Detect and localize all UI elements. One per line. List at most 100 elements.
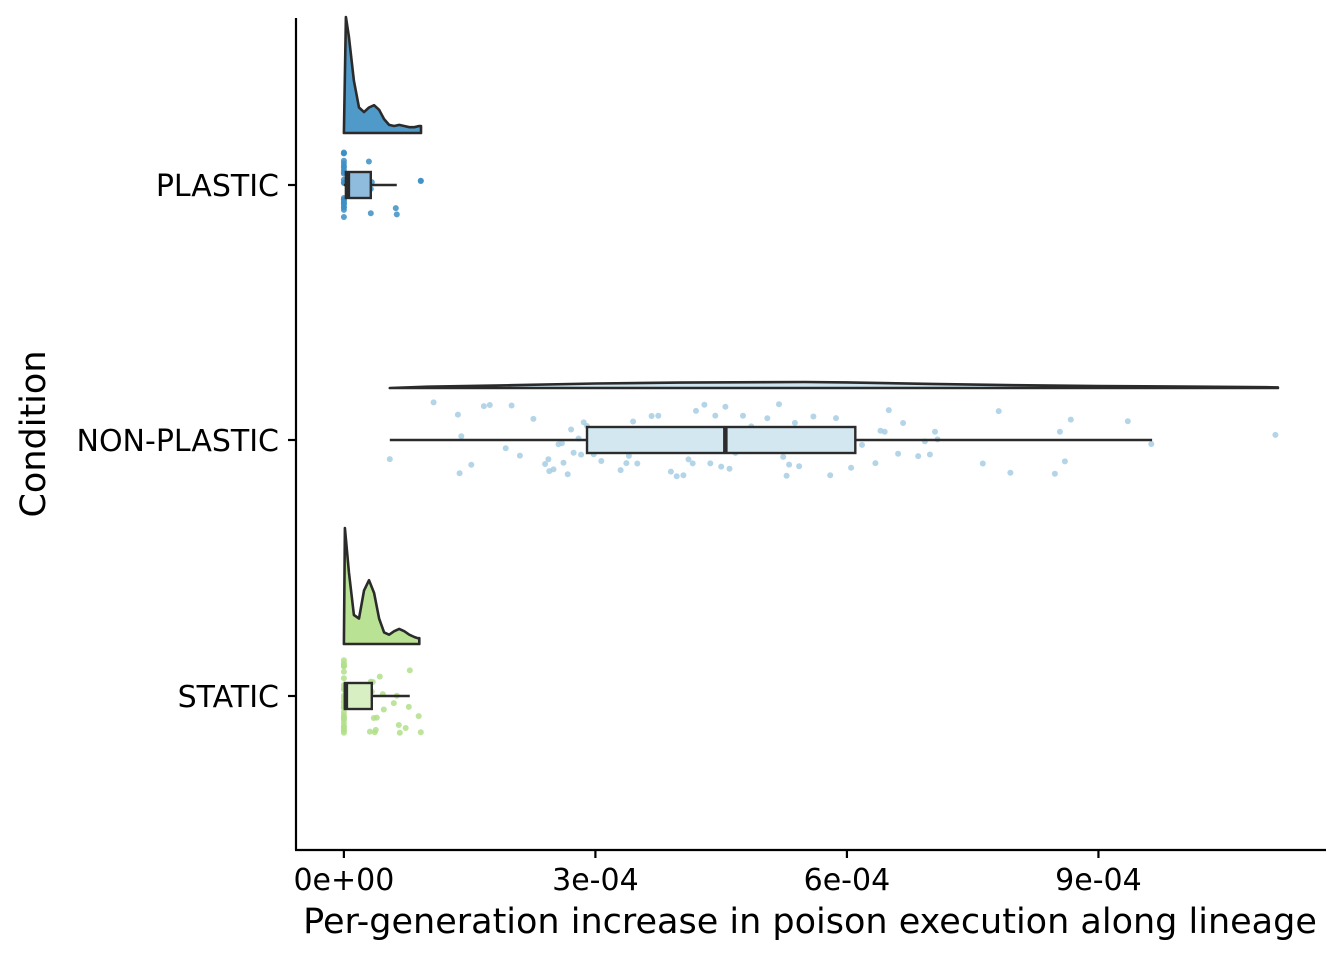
data-point [848,464,855,471]
data-point [340,206,347,213]
data-point [558,440,565,447]
data-point [568,426,575,433]
data-point [564,471,571,478]
data-point [712,412,719,419]
data-point [458,433,465,440]
data-point [340,729,347,736]
data-point [1051,470,1058,477]
data-point [486,402,493,408]
data-point [926,451,933,458]
data-point [340,716,347,723]
data-point [1067,416,1074,423]
data-point [545,456,552,463]
data-point [667,468,674,475]
data-point [373,714,380,721]
data-point [393,211,400,218]
data-point [340,663,347,670]
data-point [1124,418,1131,425]
data-point [1061,458,1068,465]
data-point [340,657,347,664]
data-point [340,675,347,682]
data-point [340,214,347,220]
data-point [366,728,373,735]
data-point [340,150,347,157]
data-point [701,401,708,408]
series-plastic [340,15,424,220]
data-point [995,408,1002,415]
data-point [516,452,523,459]
x-axis-title: Per-generation increase in poison execut… [303,902,1317,942]
data-point [776,401,782,408]
data-point [340,724,347,731]
data-point [454,411,461,418]
data-point [1007,469,1014,476]
x-tick-label: 0e+00 [293,863,394,898]
data-point [405,703,412,710]
data-point [881,428,888,435]
box-static [343,681,373,711]
data-point [430,399,437,406]
data-point [417,177,424,184]
data-point [900,420,907,426]
data-point [392,205,399,212]
data-point [340,164,347,171]
data-point [340,712,347,719]
y-tick-label: STATIC [178,680,279,715]
y-tick-label: PLASTIC [156,169,279,204]
data-point [376,673,383,680]
data-point [390,700,397,707]
data-point [726,465,733,472]
data-point [872,460,879,467]
data-point [783,472,790,479]
data-point [885,407,892,414]
data-point [915,453,922,460]
data-point [340,668,347,675]
y-axis-title: Condition [14,350,54,517]
data-point [791,419,798,426]
data-point [396,729,403,736]
data-point [685,456,692,463]
data-point [693,407,699,414]
data-point [340,157,347,164]
data-point [623,460,630,467]
density-plastic [342,15,423,135]
data-point [1148,441,1155,447]
data-point [1272,431,1279,438]
data-point [372,726,379,733]
data-point [689,460,696,467]
data-point [827,472,834,479]
data-point [502,445,509,452]
data-point [468,461,475,468]
data-point [542,461,549,467]
x-tick-label: 6e-04 [804,863,891,898]
data-point [530,415,537,422]
data-point [617,467,624,474]
data-point [786,461,793,468]
series-non-plastic [386,380,1280,480]
data-point [979,460,986,467]
data-point [707,460,714,467]
data-point [550,466,557,473]
data-point [386,456,393,463]
data-point [402,725,409,731]
data-point [395,722,402,728]
x-axis-ticks: 0e+00 3e-04 6e-04 9e-04 [293,850,1142,898]
data-point [630,418,637,425]
y-axis-ticks: PLASTIC NON-PLASTIC STATIC [77,169,296,715]
data-point [365,158,372,165]
data-point [625,452,632,459]
data-point [367,210,374,217]
data-point [859,441,865,448]
data-point [740,412,746,419]
data-point [415,713,422,720]
plot-area [340,15,1280,736]
x-tick-label: 9e-04 [1055,863,1142,898]
data-point [764,415,771,422]
data-point [895,450,902,457]
data-point [1056,428,1063,435]
data-point [508,402,515,409]
data-point [417,729,424,736]
data-point [722,403,729,410]
data-point [570,449,577,456]
